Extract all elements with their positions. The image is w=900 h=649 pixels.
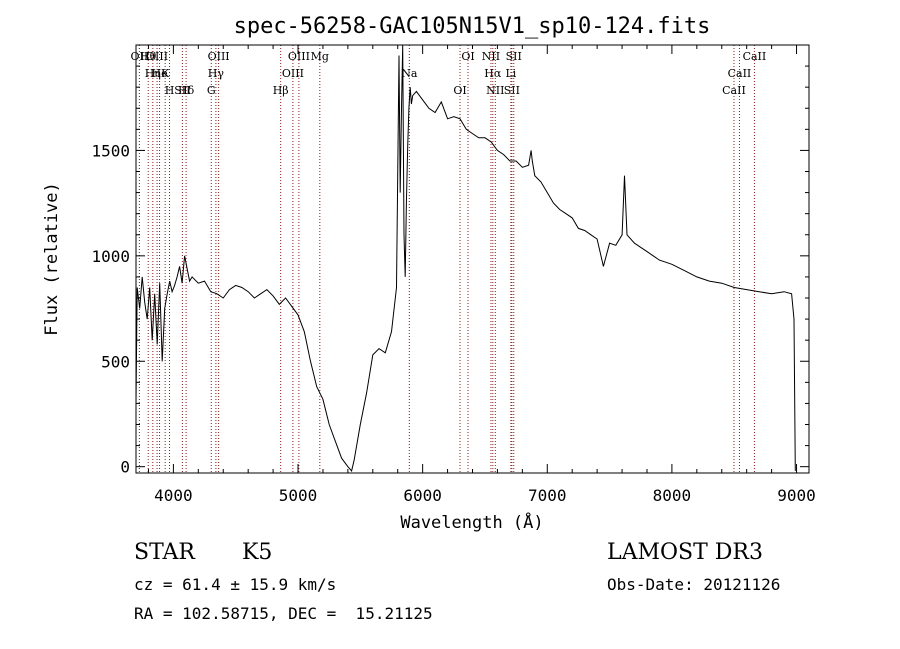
line-marker-label: Hα <box>484 67 502 80</box>
y-axis-ticks: 0 500 1000 1500 <box>91 65 809 477</box>
x-tick-label: 4000 <box>154 486 193 505</box>
line-marker-label: OI <box>461 50 474 63</box>
object-subclass: K5 <box>242 540 273 565</box>
line-marker-label: CaII <box>728 67 752 80</box>
line-marker-label: K <box>161 67 170 80</box>
x-tick-label: 5000 <box>279 486 318 505</box>
line-marker-label: OIII <box>288 50 310 63</box>
line-marker-label: CaII <box>722 84 746 97</box>
x-axis-label: Wavelength (Å) <box>400 511 543 533</box>
line-marker-label: H <box>165 84 175 97</box>
line-marker-label: Hγ <box>208 67 225 80</box>
line-marker-label: NII <box>486 84 504 97</box>
line-marker-label: Hθ <box>140 50 157 63</box>
y-tick-label: 1500 <box>91 141 130 160</box>
object-class: STAR <box>134 540 195 565</box>
line-marker-label: He <box>152 67 168 80</box>
line-marker-label: Hη <box>145 67 161 80</box>
x-tick-label: 7000 <box>528 486 567 505</box>
obs-date: Obs-Date: 20121126 <box>607 575 781 594</box>
line-marker-label: SII <box>174 84 190 97</box>
x-tick-label: 8000 <box>653 486 692 505</box>
line-marker-label: NII <box>482 50 500 63</box>
line-marker-label: OIII <box>282 67 304 80</box>
line-marker-label: OIII <box>146 50 168 63</box>
line-marker-label: G <box>207 84 216 97</box>
y-tick-label: 1000 <box>91 247 130 266</box>
x-axis-ticks: 4000 5000 6000 7000 8000 9000 <box>147 45 816 505</box>
survey-name: LAMOST DR3 <box>607 540 763 565</box>
x-tick-label: 9000 <box>777 486 816 505</box>
line-marker-label: Na <box>401 67 418 80</box>
line-marker-label: OII <box>131 50 149 63</box>
y-tick-label: 0 <box>120 458 130 477</box>
plot-frame <box>135 44 810 474</box>
spectrum-line <box>135 44 796 472</box>
y-axis-label: Flux (relative) <box>42 182 62 336</box>
redshift-text: cz = 61.4 ± 15.9 km/s <box>134 575 337 594</box>
line-marker-label: OIII <box>208 50 230 63</box>
line-marker-label: Mg <box>311 50 329 63</box>
line-marker-label: SII <box>504 84 520 97</box>
line-marker-label: OI <box>453 84 466 97</box>
emission-line-markers: HθKHδOIIHeSIIOIIIHηHOIIIHγGOIIIOIIIHβMgN… <box>131 45 767 473</box>
line-marker-label: Li <box>505 67 516 80</box>
line-marker-label: Hβ <box>273 84 289 97</box>
x-tick-label: 6000 <box>403 486 442 505</box>
y-tick-label: 500 <box>101 352 130 371</box>
chart-title: spec-56258-GAC105N15V1_sp10-124.fits <box>234 14 711 39</box>
line-marker-label: SII <box>506 50 522 63</box>
coordinates: RA = 102.58715, DEC = 15.21125 <box>134 604 433 623</box>
line-marker-label: CaII <box>743 50 767 63</box>
